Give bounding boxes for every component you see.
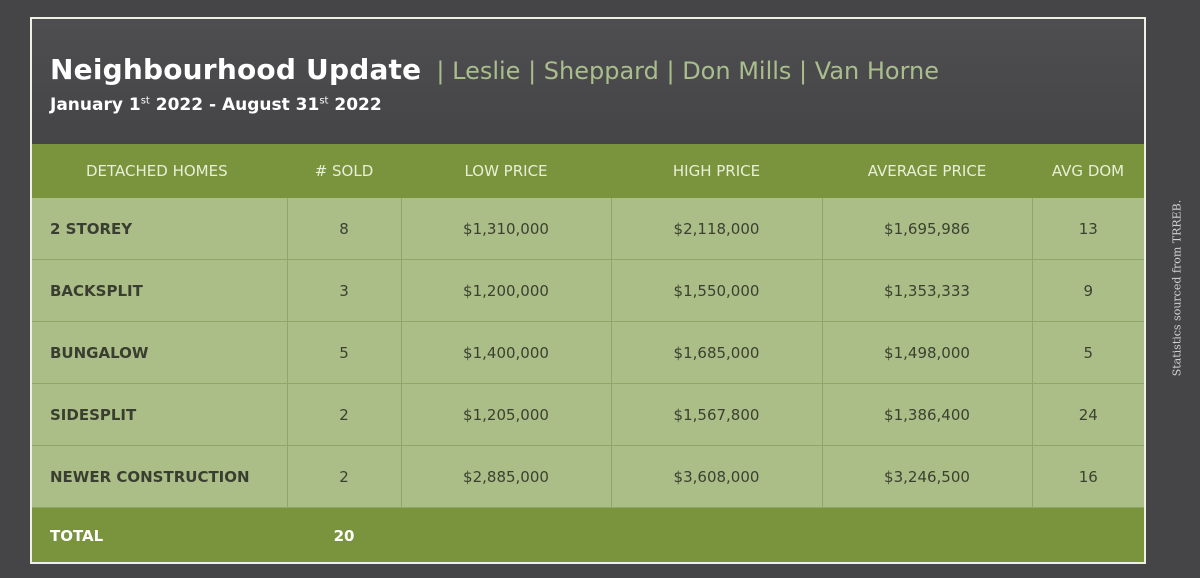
- home-type-cell: BACKSPLIT: [32, 259, 288, 322]
- high-price-cell: $1,567,800: [611, 383, 823, 446]
- home-type-cell: NEWER CONSTRUCTION: [32, 445, 288, 508]
- column-header: # SOLD: [287, 144, 401, 198]
- empty-cell: [822, 507, 1032, 562]
- neighbourhood-list: | Leslie | Sheppard | Don Mills | Van Ho…: [436, 57, 940, 85]
- average-price-cell: $1,695,986: [822, 198, 1033, 260]
- sold-cell: 2: [287, 445, 402, 508]
- date-part: 2022: [328, 95, 382, 115]
- table-header-row: DETACHED HOMES # SOLD LOW PRICE HIGH PRI…: [32, 144, 1144, 198]
- source-note-text: Statistics sourced from TRREB.: [1170, 199, 1184, 377]
- high-price-cell: $3,608,000: [611, 445, 823, 508]
- sold-cell: 5: [287, 321, 402, 384]
- average-price-cell: $1,498,000: [822, 321, 1033, 384]
- date-part: 2022 - August 31: [149, 95, 320, 115]
- low-price-cell: $2,885,000: [401, 445, 612, 508]
- avg-dom-cell: 24: [1032, 383, 1144, 446]
- average-price-cell: $1,353,333: [822, 259, 1033, 322]
- empty-cell: [611, 507, 822, 562]
- source-note: Statistics sourced from TRREB.: [1168, 198, 1186, 378]
- sold-cell: 2: [287, 383, 402, 446]
- sales-table: DETACHED HOMES # SOLD LOW PRICE HIGH PRI…: [32, 144, 1144, 562]
- avg-dom-cell: 9: [1032, 259, 1144, 322]
- date-range: January 1st 2022 - August 31st 2022: [50, 95, 382, 115]
- total-label: TOTAL: [32, 507, 287, 562]
- column-header: DETACHED HOMES: [32, 144, 287, 198]
- home-type-cell: BUNGALOW: [32, 321, 288, 384]
- page-title: Neighbourhood Update: [50, 53, 422, 86]
- table-row: NEWER CONSTRUCTION 2 $2,885,000 $3,608,0…: [32, 445, 1144, 508]
- high-price-cell: $1,685,000: [611, 321, 823, 384]
- sold-cell: 3: [287, 259, 402, 322]
- total-sold: 20: [287, 507, 401, 562]
- column-header: HIGH PRICE: [611, 144, 822, 198]
- avg-dom-cell: 16: [1032, 445, 1144, 508]
- column-header: LOW PRICE: [401, 144, 611, 198]
- average-price-cell: $3,246,500: [822, 445, 1033, 508]
- table-row: BUNGALOW 5 $1,400,000 $1,685,000 $1,498,…: [32, 321, 1144, 384]
- table-row: SIDESPLIT 2 $1,205,000 $1,567,800 $1,386…: [32, 383, 1144, 446]
- home-type-cell: SIDESPLIT: [32, 383, 288, 446]
- date-part: January 1: [50, 95, 141, 115]
- empty-cell: [401, 507, 611, 562]
- low-price-cell: $1,200,000: [401, 259, 612, 322]
- low-price-cell: $1,205,000: [401, 383, 612, 446]
- total-row: TOTAL 20: [32, 507, 1144, 562]
- high-price-cell: $1,550,000: [611, 259, 823, 322]
- avg-dom-cell: 5: [1032, 321, 1144, 384]
- low-price-cell: $1,310,000: [401, 198, 612, 260]
- average-price-cell: $1,386,400: [822, 383, 1033, 446]
- date-suffix: st: [319, 95, 329, 107]
- empty-cell: [1032, 507, 1144, 562]
- date-suffix: st: [140, 95, 150, 107]
- report-card: Neighbourhood Update | Leslie | Sheppard…: [30, 17, 1146, 564]
- avg-dom-cell: 13: [1032, 198, 1144, 260]
- column-header: AVG DOM: [1032, 144, 1144, 198]
- column-header: AVERAGE PRICE: [822, 144, 1032, 198]
- home-type-cell: 2 STOREY: [32, 198, 288, 260]
- report-header: Neighbourhood Update | Leslie | Sheppard…: [32, 19, 1144, 144]
- sold-cell: 8: [287, 198, 402, 260]
- high-price-cell: $2,118,000: [611, 198, 823, 260]
- title-line: Neighbourhood Update | Leslie | Sheppard…: [50, 53, 939, 86]
- table-row: 2 STOREY 8 $1,310,000 $2,118,000 $1,695,…: [32, 198, 1144, 260]
- table-row: BACKSPLIT 3 $1,200,000 $1,550,000 $1,353…: [32, 259, 1144, 322]
- low-price-cell: $1,400,000: [401, 321, 612, 384]
